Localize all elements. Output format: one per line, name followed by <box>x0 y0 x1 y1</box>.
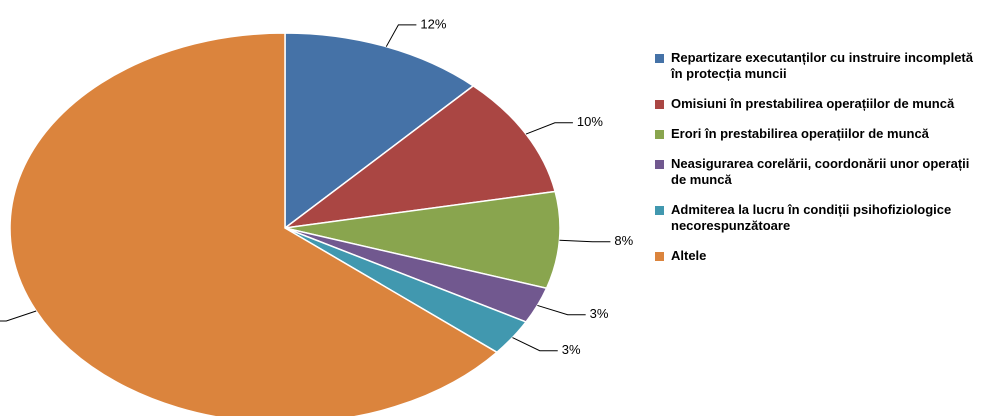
legend-item: Altele <box>655 248 975 264</box>
legend-item: Neasigurarea corelării, coordonării unor… <box>655 156 975 188</box>
legend-label: Admiterea la lucru în condiții psihofizi… <box>671 202 952 233</box>
data-label: 10% <box>577 114 603 129</box>
legend-swatch <box>655 100 664 109</box>
leader-line <box>0 310 37 322</box>
leader-line <box>537 304 586 316</box>
pie-slice <box>282 84 557 230</box>
leader-line <box>385 24 417 47</box>
pie-slice <box>284 32 475 230</box>
legend-label: Erori în prestabilirea operațiilor de mu… <box>671 126 929 141</box>
leader-line <box>525 122 573 135</box>
legend-item: Erori în prestabilirea operațiilor de mu… <box>655 126 975 142</box>
legend-item: Repartizare executanților cu instruire i… <box>655 50 975 82</box>
data-label: 12% <box>420 16 446 31</box>
legend-label: Omisiuni în prestabilirea operațiilor de… <box>671 96 955 111</box>
legend-swatch <box>655 130 664 139</box>
legend-label: Repartizare executanților cu instruire i… <box>671 50 973 81</box>
legend-swatch <box>655 252 664 261</box>
leader-line <box>559 239 611 243</box>
legend: Repartizare executanților cu instruire i… <box>655 50 975 278</box>
legend-label: Neasigurarea corelării, coordonării unor… <box>671 156 970 187</box>
legend-item: Omisiuni în prestabilirea operațiilor de… <box>655 96 975 112</box>
data-label: 3% <box>590 306 609 321</box>
legend-item: Admiterea la lucru în condiții psihofizi… <box>655 202 975 234</box>
pie-slice <box>284 190 561 290</box>
data-label: 8% <box>614 233 633 248</box>
legend-swatch <box>655 160 664 169</box>
legend-swatch <box>655 54 664 63</box>
leader-line <box>512 337 558 352</box>
data-label: 3% <box>562 342 581 357</box>
legend-swatch <box>655 206 664 215</box>
legend-label: Altele <box>671 248 707 263</box>
